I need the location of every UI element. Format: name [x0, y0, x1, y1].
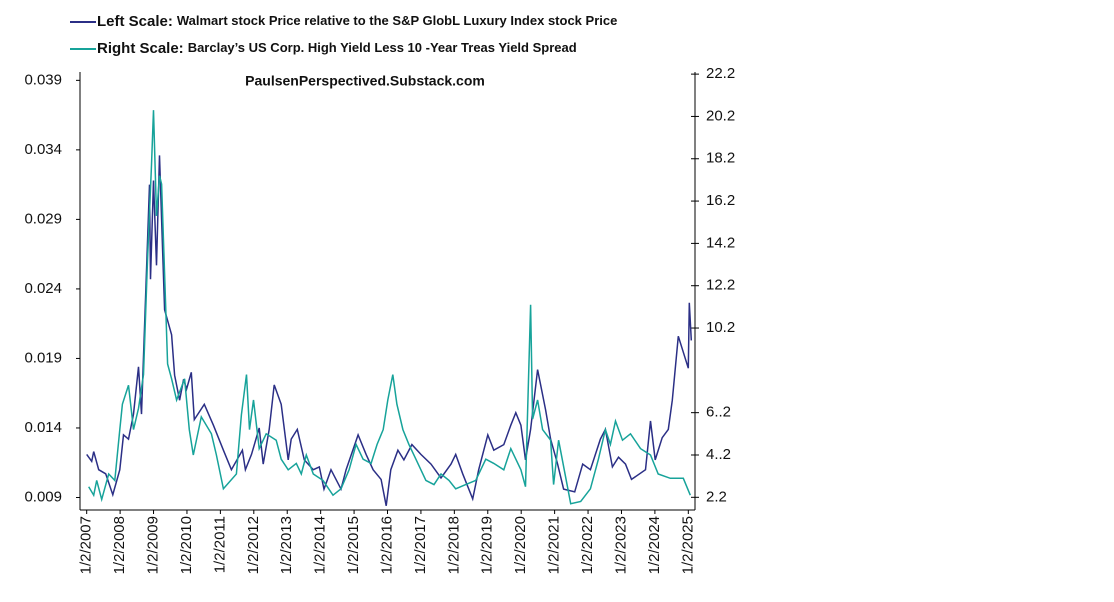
x-tick-label: 1/2/2019 [479, 516, 496, 574]
x-tick-label: 1/2/2009 [145, 516, 162, 574]
x-tick-label: 1/2/2022 [579, 516, 596, 574]
legend-entry: Right Scale: Barclay’s US Corp. High Yiel… [97, 40, 577, 57]
y2-tick-label: 2.2 [706, 488, 727, 505]
x-tick-label: 1/2/2007 [78, 516, 95, 574]
x-tick-label: 1/2/2023 [612, 516, 629, 574]
series-line [88, 110, 691, 505]
x-tick-label: 1/2/2021 [546, 516, 563, 574]
x-tick-label: 1/2/2014 [312, 516, 329, 574]
x-tick-label: 1/2/2016 [378, 516, 395, 574]
x-tick-label: 1/2/2020 [512, 516, 529, 574]
x-tick-label: 1/2/2015 [345, 516, 362, 574]
y-tick-label: 0.014 [24, 419, 62, 436]
x-tick-label: 1/2/2008 [111, 516, 128, 574]
y-tick-label: 0.029 [24, 210, 62, 227]
x-tick-label: 1/2/2010 [178, 516, 195, 574]
x-tick-label: 1/2/2024 [646, 516, 663, 574]
legend-scale: Left Scale: [97, 13, 173, 30]
annotation: PaulsenPerspectived.Substack.com [245, 73, 485, 89]
y2-tick-label: 20.2 [706, 107, 735, 124]
x-tick-label: 1/2/2011 [211, 516, 228, 573]
y2-tick-label: 22.2 [706, 65, 735, 82]
y-tick-label: 0.019 [24, 349, 62, 366]
y2-tick-label: 12.2 [706, 277, 735, 294]
x-tick-label: 1/2/2013 [278, 516, 295, 574]
y2-tick-label: 18.2 [706, 150, 735, 167]
y2-tick-label: 16.2 [706, 192, 735, 209]
x-tick-label: 1/2/2018 [445, 516, 462, 574]
legend-name: Barclay’s US Corp. High Yield Less 10 -Y… [188, 40, 577, 55]
y2-tick-label: 4..2 [706, 446, 731, 463]
y-tick-label: 0.039 [24, 71, 62, 88]
y2-tick-label: 14.2 [706, 234, 735, 251]
y2-tick-label: 10.2 [706, 319, 735, 336]
y-tick-label: 0.009 [24, 488, 62, 505]
y-tick-label: 0.024 [24, 280, 62, 297]
y-tick-label: 0.034 [24, 141, 62, 158]
x-tick-label: 1/2/2017 [412, 516, 429, 574]
y2-tick-label: 6..2 [706, 404, 731, 421]
x-tick-label: 1/2/2012 [245, 516, 262, 574]
x-tick-label: 1/2/2025 [679, 516, 696, 574]
legend-entry: Left Scale: Walmart stock Price relative … [97, 13, 617, 30]
legend-name: Walmart stock Price relative to the S&P … [177, 13, 617, 28]
legend-scale: Right Scale: [97, 40, 184, 57]
series-line [86, 155, 693, 506]
